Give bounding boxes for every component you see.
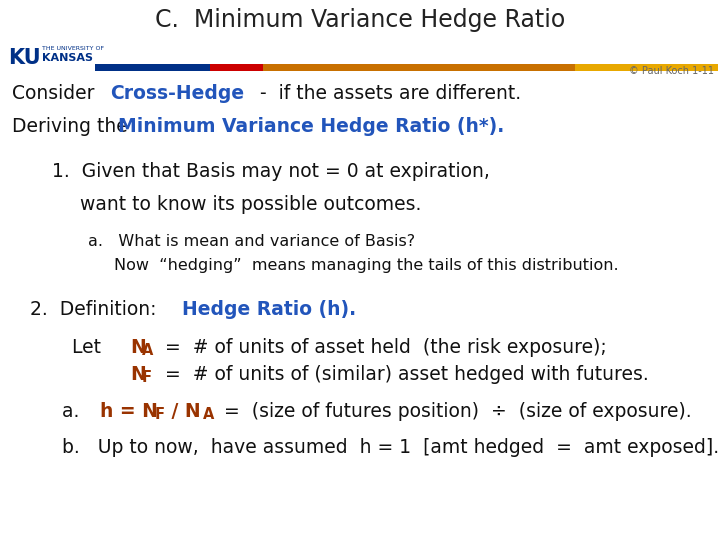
Text: h = N: h = N [100,402,158,421]
Text: F: F [155,407,165,422]
Text: Now  “hedging”  means managing the tails of this distribution.: Now “hedging” means managing the tails o… [114,258,618,273]
Text: want to know its possible outcomes.: want to know its possible outcomes. [80,195,421,214]
Bar [210,64,264,71]
Text: 1.  Given that Basis may not = 0 at expiration,: 1. Given that Basis may not = 0 at expir… [52,162,490,181]
Bar [95,64,210,71]
Text: F: F [142,370,152,385]
Text: =  # of units of (similar) asset hedged with futures.: = # of units of (similar) asset hedged w… [153,365,649,384]
Text: A: A [203,407,215,422]
Text: N: N [130,338,145,357]
Text: Consider: Consider [12,84,101,103]
Text: THE UNIVERSITY OF: THE UNIVERSITY OF [42,46,104,51]
Text: © Paul Koch 1-11: © Paul Koch 1-11 [629,66,714,76]
Text: Deriving the: Deriving the [12,117,134,136]
Text: Hedge Ratio (h).: Hedge Ratio (h). [182,300,356,319]
Text: Cross-Hedge: Cross-Hedge [110,84,244,103]
Text: Let: Let [72,338,125,357]
Text: Minimum Variance Hedge Ratio (h*).: Minimum Variance Hedge Ratio (h*). [118,117,504,136]
Text: N: N [130,365,145,384]
Text: a.: a. [62,402,97,421]
Text: A: A [142,343,153,358]
Text: KU: KU [8,48,40,68]
Text: a.   What is mean and variance of Basis?: a. What is mean and variance of Basis? [88,234,415,249]
Text: -  if the assets are different.: - if the assets are different. [248,84,521,103]
Text: C.  Minimum Variance Hedge Ratio: C. Minimum Variance Hedge Ratio [155,8,565,32]
Text: 2.  Definition:: 2. Definition: [30,300,168,319]
Text: KANSAS: KANSAS [42,53,93,63]
Bar [264,64,575,71]
Text: =  # of units of asset held  (the risk exposure);: = # of units of asset held (the risk exp… [153,338,607,357]
Bar [575,64,718,71]
Text: =  (size of futures position)  ÷  (size of exposure).: = (size of futures position) ÷ (size of … [212,402,692,421]
Text: b.   Up to now,  have assumed  h = 1  [amt hedged  =  amt exposed].: b. Up to now, have assumed h = 1 [amt he… [62,438,719,457]
Text: / N: / N [165,402,201,421]
